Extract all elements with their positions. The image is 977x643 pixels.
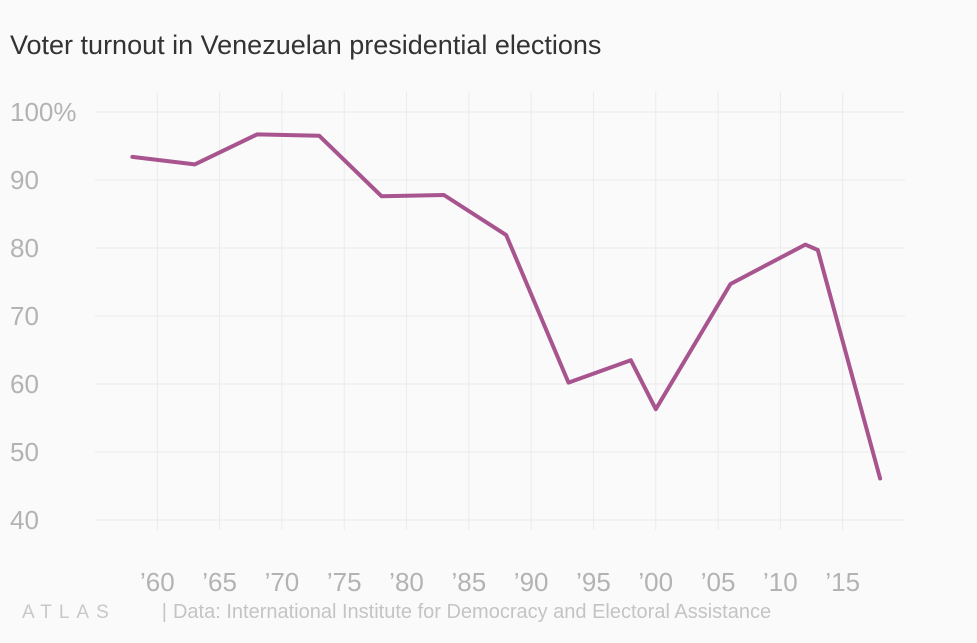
x-tick-label: ’75 xyxy=(327,567,362,597)
x-tick-label: ’10 xyxy=(763,567,798,597)
y-tick-label: 90 xyxy=(10,165,39,195)
data-point[interactable] xyxy=(189,158,201,170)
atlas-logo[interactable]: ATLAS xyxy=(22,601,116,623)
data-point[interactable] xyxy=(563,377,575,389)
data-point[interactable] xyxy=(799,239,811,251)
x-tick-label: ’05 xyxy=(701,567,736,597)
line-chart: 100% 90 80 70 60 50 40 ’60 ’65 ’70 ’75 ’80 ’85 ’90 ’9… xyxy=(10,92,905,597)
y-tick-label: 80 xyxy=(10,233,39,263)
data-point[interactable] xyxy=(313,130,325,142)
x-tick-label: ’60 xyxy=(140,567,175,597)
x-tick-label: ’15 xyxy=(825,567,860,597)
series-line xyxy=(130,132,883,481)
series-layer xyxy=(126,128,886,485)
data-point[interactable] xyxy=(376,190,388,202)
x-tick-label: ’90 xyxy=(514,567,549,597)
x-tick-label: ’70 xyxy=(265,567,300,597)
y-tick-label: 70 xyxy=(10,301,39,331)
x-tick-label: ’00 xyxy=(638,567,673,597)
footer: ATLAS | Data: International Institute fo… xyxy=(22,601,771,624)
x-tick-label: ’85 xyxy=(451,567,486,597)
data-point[interactable] xyxy=(438,189,450,201)
y-axis-ticks: 100% 90 80 70 60 50 40 xyxy=(10,97,77,535)
x-tick-label: ’65 xyxy=(202,567,237,597)
data-point[interactable] xyxy=(812,244,824,256)
data-point[interactable] xyxy=(625,354,637,366)
grid xyxy=(95,92,905,530)
data-source: Data: International Institute for Democr… xyxy=(172,601,772,623)
y-tick-label: 40 xyxy=(10,505,39,535)
chart-title: Voter turnout in Venezuelan presidential… xyxy=(10,30,602,60)
x-axis-ticks: ’60 ’65 ’70 ’75 ’80 ’85 ’90 ’95 ’00 ’05 ’10 ’15 xyxy=(140,567,860,597)
x-tick-label: ’95 xyxy=(576,567,611,597)
data-point[interactable] xyxy=(650,403,662,415)
footer-separator: | xyxy=(161,601,167,623)
data-point[interactable] xyxy=(251,128,263,140)
data-point[interactable] xyxy=(874,473,886,485)
y-tick-label: 100% xyxy=(10,97,77,127)
x-tick-label: ’80 xyxy=(389,567,424,597)
data-point[interactable] xyxy=(126,151,138,163)
y-tick-label: 60 xyxy=(10,369,39,399)
data-point[interactable] xyxy=(500,229,512,241)
y-tick-label: 50 xyxy=(10,437,39,467)
data-point[interactable] xyxy=(725,278,737,290)
